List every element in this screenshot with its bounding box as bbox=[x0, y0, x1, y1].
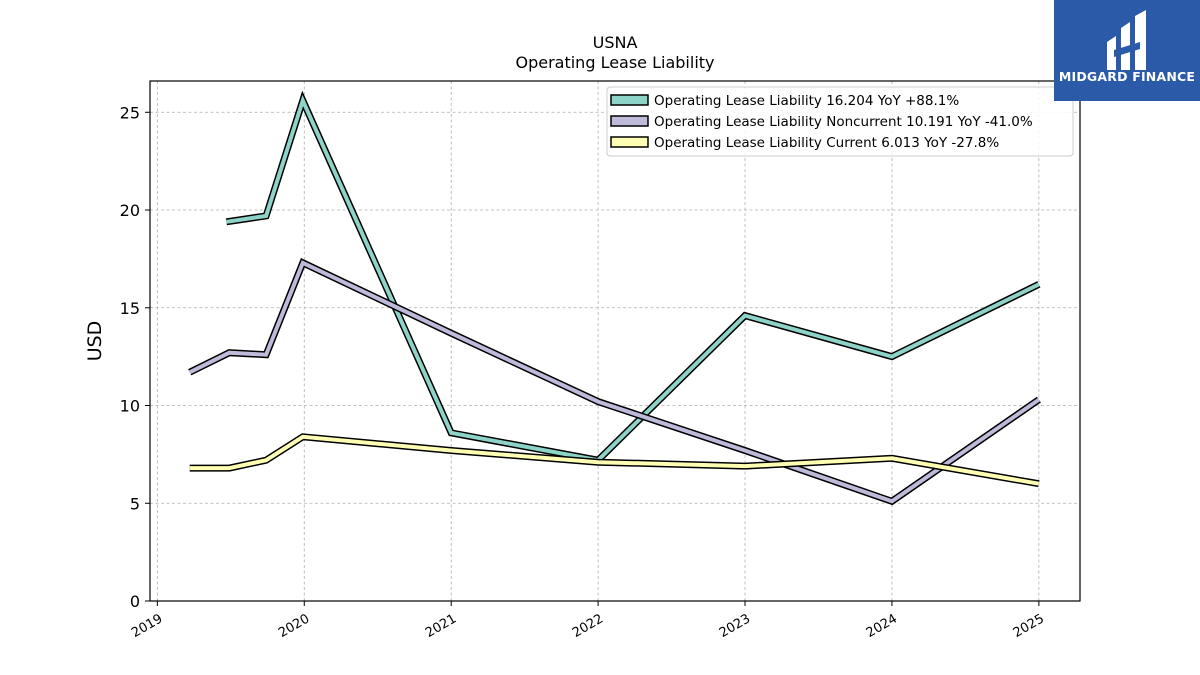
y-tick-label: 10 bbox=[120, 397, 140, 416]
legend-label: Operating Lease Liability 16.204 YoY +88… bbox=[654, 93, 959, 109]
legend-swatch bbox=[610, 115, 649, 127]
y-tick-label: 0 bbox=[130, 592, 140, 611]
chart-subtitle: Operating Lease Liability bbox=[515, 53, 714, 72]
series-line bbox=[188, 260, 1041, 504]
plot-frame bbox=[149, 80, 1081, 602]
series-line bbox=[189, 434, 1040, 486]
brand-logo: MIDGARD FINANCE bbox=[1054, 0, 1200, 101]
legend-box bbox=[606, 86, 1074, 157]
chart-title: USNA bbox=[593, 33, 638, 52]
series-line bbox=[226, 94, 1040, 463]
y-tick-label: 5 bbox=[130, 494, 140, 513]
y-tick-label: 15 bbox=[120, 299, 140, 318]
brand-mark-icon bbox=[1107, 10, 1146, 70]
legend-label: Operating Lease Liability Noncurrent 10.… bbox=[654, 114, 1033, 130]
legend-swatch bbox=[610, 94, 649, 106]
series-2 bbox=[188, 258, 1041, 506]
series-1 bbox=[225, 90, 1041, 464]
legend-label: Operating Lease Liability Current 6.013 … bbox=[654, 135, 999, 151]
series-3 bbox=[189, 433, 1040, 488]
legend-swatch bbox=[610, 136, 649, 148]
y-tick-label: 25 bbox=[120, 103, 140, 122]
brand-name: MIDGARD FINANCE bbox=[1059, 69, 1195, 84]
y-axis-label: USD bbox=[84, 321, 106, 362]
series-lines bbox=[188, 90, 1041, 506]
legend: Operating Lease Liability 16.204 YoY +88… bbox=[606, 86, 1074, 157]
y-tick-label: 20 bbox=[120, 201, 140, 220]
